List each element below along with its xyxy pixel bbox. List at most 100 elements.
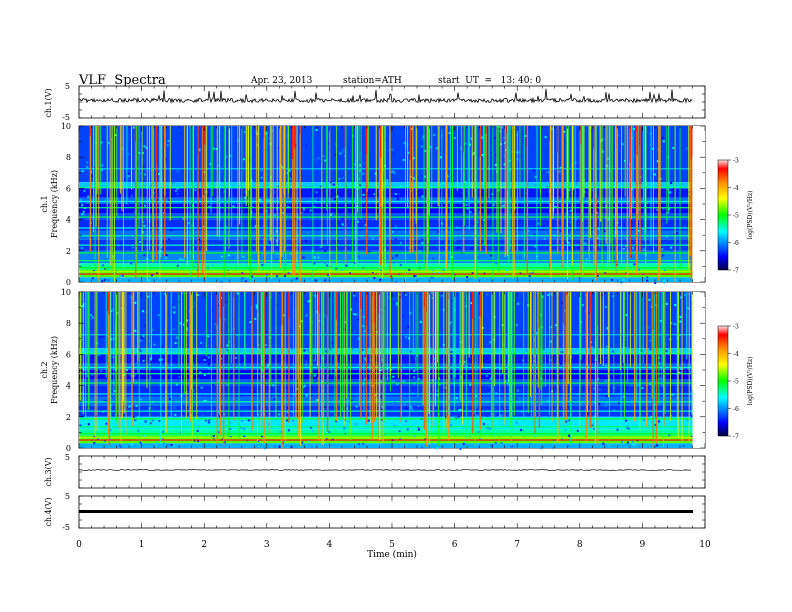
spectrogram-speckle xyxy=(567,175,570,178)
spectrogram-speckle xyxy=(518,223,521,226)
spectrogram-speckle xyxy=(453,239,456,242)
spectrogram-speckle xyxy=(628,316,631,319)
spectrogram-speckle xyxy=(294,143,297,146)
spectrogram-speckle xyxy=(632,443,635,446)
sferic-line xyxy=(479,292,482,430)
spectrogram-speckle xyxy=(560,362,563,365)
sferic-line xyxy=(585,292,588,442)
spectrogram-speckle xyxy=(648,365,651,368)
sferic-line xyxy=(352,126,354,263)
sferic-line xyxy=(423,292,426,430)
spectrogram-speckle xyxy=(539,314,542,317)
spectrogram-speckle xyxy=(300,320,303,323)
spectrogram-speckle xyxy=(416,172,419,175)
sferic-line xyxy=(376,292,378,418)
spectrogram-speckle xyxy=(246,418,249,421)
sferic-line xyxy=(668,126,670,212)
spectrogram-speckle xyxy=(553,325,556,328)
sferic-line xyxy=(434,292,436,407)
spectrogram-speckle xyxy=(383,433,386,436)
spectrogram-speckle xyxy=(176,170,179,173)
colorbar-tick-label: -7 xyxy=(733,268,739,275)
spectrogram-speckle xyxy=(445,416,448,419)
spectrogram-speckle xyxy=(197,440,200,443)
spectrogram-speckle xyxy=(170,443,173,446)
spectrogram-speckle xyxy=(487,212,490,215)
spectrogram-speckle xyxy=(304,363,307,366)
spectrogram-speckle xyxy=(147,295,150,298)
spectrogram-speckle xyxy=(202,225,205,228)
spectrogram-speckle xyxy=(143,224,146,227)
sferic-line xyxy=(369,292,371,424)
spectrogram-speckle xyxy=(660,195,663,198)
spectrogram-speckle xyxy=(457,246,460,249)
sferic-line xyxy=(239,126,241,225)
spectrogram-speckle xyxy=(637,229,640,232)
sferic-line xyxy=(146,292,148,389)
spectrogram-speckle xyxy=(288,166,291,169)
sferic-line xyxy=(86,292,88,378)
spectrogram-speckle xyxy=(362,348,365,351)
spectrogram-speckle xyxy=(621,368,624,371)
sferic-line xyxy=(272,126,274,253)
sferic-peak xyxy=(506,126,508,133)
spectrogram-speckle xyxy=(359,164,362,167)
spectrogram-speckle xyxy=(198,148,201,151)
sferic-line xyxy=(536,126,538,266)
spectrogram-speckle xyxy=(208,418,211,421)
spectrogram-speckle xyxy=(590,364,593,367)
sferic-line xyxy=(212,126,214,197)
sferic-line xyxy=(260,292,263,429)
spectrogram-speckle xyxy=(668,353,671,356)
ch3-ytick-top: 5 xyxy=(65,453,70,462)
sferic-line xyxy=(645,126,647,229)
spectrogram-speckle xyxy=(662,193,665,196)
sferic-line xyxy=(636,126,639,265)
spectrogram-speckle xyxy=(121,147,124,150)
spectrogram-speckle xyxy=(557,155,560,158)
spectrogram-speckle xyxy=(490,254,493,257)
spectrogram-speckle xyxy=(624,335,627,338)
spectrogram-speckle xyxy=(494,368,497,371)
ch4-ytick-bottom: -5 xyxy=(62,523,70,532)
spectrogram-speckle xyxy=(179,257,182,260)
spectrogram-speckle xyxy=(213,179,216,182)
spectrogram-speckle xyxy=(462,442,465,445)
spectrogram-speckle xyxy=(275,259,278,262)
spectrogram-speckle xyxy=(432,277,435,280)
narrowband-line xyxy=(79,216,693,218)
spectrogram-speckle xyxy=(685,308,688,311)
spectrogram-speckle xyxy=(265,274,268,277)
sferic-line xyxy=(507,126,509,191)
spectrogram-speckle xyxy=(393,389,396,392)
spectrogram-speckle xyxy=(642,299,645,302)
sferic-line xyxy=(89,126,92,252)
spectrogram-speckle xyxy=(172,445,175,448)
spectrogram-speckle xyxy=(500,324,503,327)
sferic-line xyxy=(452,292,454,380)
sferic-line xyxy=(241,126,243,258)
sferic-line xyxy=(476,126,478,280)
spectrogram-speckle xyxy=(210,179,213,182)
spectrogram-speckle xyxy=(452,444,455,447)
spectrogram-speckle xyxy=(145,146,148,149)
sferic-line xyxy=(366,126,368,192)
spectrogram-speckle xyxy=(269,296,272,299)
spectrogram-speckle xyxy=(241,271,244,274)
spectrogram-speckle xyxy=(80,260,83,263)
sferic-line xyxy=(92,126,94,233)
spectrogram-speckle xyxy=(550,326,553,329)
sferic-line xyxy=(448,292,450,416)
spectrogram-speckle xyxy=(350,308,353,311)
spectrogram-speckle xyxy=(421,242,424,245)
sferic-line xyxy=(161,126,163,248)
spectrogram-speckle xyxy=(456,226,459,229)
spectrogram-speckle xyxy=(261,263,264,266)
spectrogram-speckle xyxy=(606,327,609,330)
sferic-line xyxy=(378,292,380,442)
sferic-line xyxy=(244,292,246,367)
sferic-line xyxy=(94,126,96,198)
sferic-line xyxy=(358,126,360,217)
spectrogram-speckle xyxy=(470,137,473,140)
spectrogram-speckle xyxy=(93,166,96,169)
